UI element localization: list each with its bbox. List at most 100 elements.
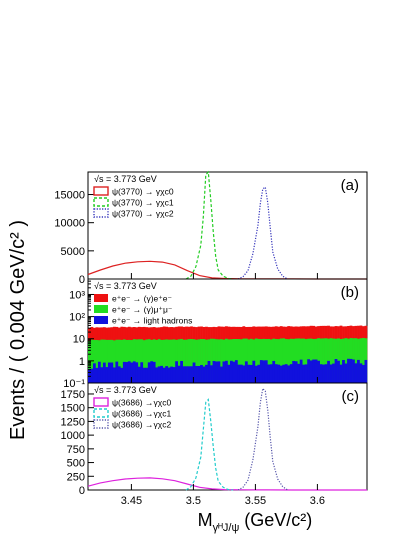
histogram-bin — [197, 366, 201, 383]
histogram-bin — [202, 339, 206, 383]
histogram-bin — [147, 339, 151, 383]
histogram-bin — [202, 366, 206, 383]
histogram-bin — [195, 339, 198, 383]
histogram-bin — [254, 338, 258, 383]
histogram-bin — [297, 338, 301, 383]
histogram-bin — [185, 339, 188, 383]
histogram-bin — [200, 338, 203, 383]
histogram-bin — [357, 359, 360, 383]
histogram-bin — [272, 338, 276, 383]
histogram-bin — [327, 338, 330, 383]
histogram-bin — [130, 362, 134, 383]
histogram-bin — [92, 363, 96, 383]
y-tick-label: 10³ — [69, 289, 85, 301]
series-line-1 — [87, 260, 367, 280]
histogram-bin — [132, 339, 136, 383]
legend-swatch — [93, 208, 109, 218]
histogram-bin — [362, 364, 365, 383]
histogram-bin — [249, 364, 253, 383]
histogram-bin — [274, 339, 278, 383]
y-axis-title: Events / ( 0.004 GeV/c² ) — [7, 220, 29, 440]
histogram-bin — [167, 367, 171, 383]
histogram-bin — [284, 364, 288, 383]
histogram-bin — [170, 339, 173, 383]
histogram-bin — [125, 362, 129, 383]
x-tick-label: 3.6 — [310, 495, 325, 507]
histogram-bin — [247, 339, 251, 383]
histogram-bin — [217, 339, 221, 383]
histogram-bin — [140, 339, 144, 383]
histogram-bin — [282, 338, 286, 383]
histogram-bin — [102, 339, 106, 383]
histogram-bin — [324, 338, 328, 383]
histogram-bin — [122, 339, 126, 383]
histogram-bin — [359, 338, 363, 383]
histogram-bin — [342, 360, 345, 383]
histogram-bin — [229, 360, 233, 383]
x-axis-title-sub: γᴴJ/ψ — [213, 522, 240, 534]
histogram-bin — [175, 361, 178, 383]
histogram-bin — [287, 365, 291, 383]
legend-label: ψ(3770) → γχc0 — [112, 187, 174, 197]
energy-label: √s = 3.773 GeV — [94, 174, 157, 184]
histogram-bin — [232, 338, 236, 383]
histogram-bin — [264, 360, 268, 383]
histogram-bin — [344, 363, 348, 383]
histogram-bin — [117, 339, 121, 383]
histogram-3 — [88, 358, 368, 383]
histogram-bin — [339, 364, 343, 383]
histogram-bin — [294, 361, 298, 383]
histogram-bin — [277, 339, 281, 383]
legend-swatch — [93, 186, 109, 196]
panel-label: (b) — [341, 284, 359, 301]
histogram-bin — [205, 339, 208, 383]
histogram-bin — [222, 361, 226, 383]
histogram-bin — [142, 340, 146, 383]
histogram-bin — [122, 361, 126, 383]
legend: e⁺e⁻ → (γ)e⁺e⁻e⁺e⁻ → (γ)μ⁺μ⁻e⁺e⁻ → light… — [94, 294, 192, 326]
histogram-bin — [147, 362, 151, 383]
legend-label: e⁺e⁻ → (γ)e⁺e⁻ — [112, 294, 173, 304]
histogram-bin — [332, 338, 335, 383]
histogram-bin — [244, 361, 248, 383]
histogram-bin — [272, 360, 276, 383]
histogram-bin — [239, 364, 243, 383]
histogram-bin — [165, 366, 169, 383]
histogram-bin — [312, 359, 315, 383]
panel-label: (a) — [341, 177, 359, 194]
histogram-bin — [107, 339, 111, 383]
x-axis-title-unit: (GeV/c²) — [239, 510, 312, 530]
histogram-bin — [362, 337, 365, 383]
legend-swatch — [93, 197, 109, 207]
histogram-bin — [212, 360, 216, 383]
histogram-bin — [167, 339, 171, 383]
histogram-bin — [239, 339, 243, 383]
histogram-bin — [162, 367, 166, 383]
series-line-2 — [185, 398, 234, 491]
histogram-bin — [292, 360, 296, 383]
legend-swatch — [93, 397, 109, 407]
histogram-bin — [192, 339, 196, 383]
y-tick-label: 1750 — [61, 389, 85, 401]
histogram-bin — [177, 339, 181, 383]
histogram-bin — [299, 359, 303, 383]
histogram-bin — [225, 360, 228, 383]
energy-label: √s = 3.773 GeV — [94, 281, 157, 291]
histogram-bin — [120, 339, 124, 383]
y-tick-label: 1250 — [61, 416, 85, 428]
histogram-bin — [127, 361, 131, 383]
histogram-bin — [92, 339, 96, 383]
histogram-bin — [140, 362, 144, 383]
histogram-bin — [160, 365, 164, 383]
legend-swatch — [94, 294, 108, 302]
histogram-bin — [317, 360, 320, 383]
energy-label: √s = 3.773 GeV — [94, 385, 157, 395]
panel-2: 10⁻¹ 1 10 10² 10³ √s = 3.773 GeV (b) e⁺e⁻ → (γ)… — [63, 278, 368, 390]
histogram-bin — [115, 339, 119, 383]
y-tick-label: 0 — [79, 274, 85, 286]
histogram-bin — [337, 338, 340, 383]
histogram-bin — [162, 339, 166, 383]
